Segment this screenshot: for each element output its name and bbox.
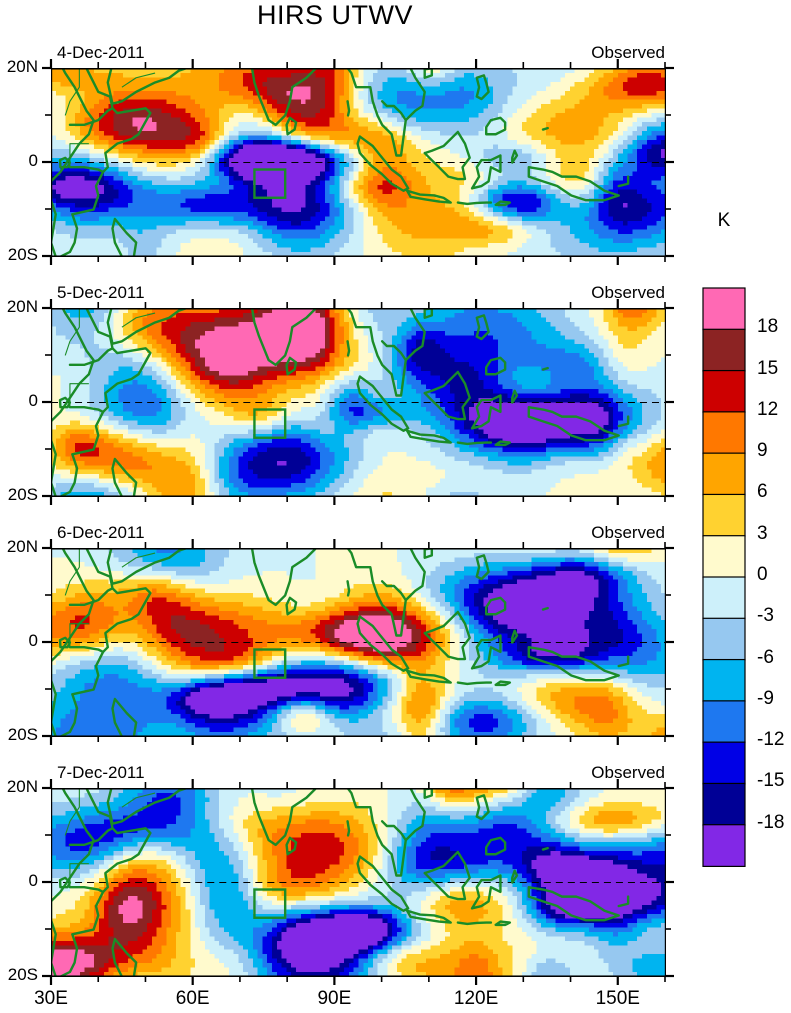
colorbar-band	[702, 411, 746, 455]
region-box	[253, 408, 287, 439]
colorbar-tick-label: 15	[757, 358, 778, 380]
region-box	[253, 648, 287, 679]
panel-date: 6-Dec-2011	[57, 523, 145, 543]
colorbar-tick-label: -15	[757, 770, 784, 792]
colorbar-tick-label: 18	[757, 316, 778, 338]
panel-observed-tag: Observed	[505, 763, 665, 783]
y-axis-label: 20S	[0, 485, 38, 505]
colorbar-band	[702, 576, 746, 620]
y-axis-label: 0	[0, 391, 38, 411]
panel-observed-tag: Observed	[505, 523, 665, 543]
y-axis-label: 20N	[0, 777, 38, 797]
page-title: HIRS UTWV	[0, 0, 670, 31]
y-axis-label: 20N	[0, 57, 38, 77]
colorbar-tick-label: -6	[757, 647, 774, 669]
colorbar-tick-label: -9	[757, 688, 774, 710]
colorbar-band	[702, 617, 746, 661]
colorbar-band	[702, 658, 746, 702]
contour-field	[51, 788, 666, 977]
colorbar-band	[702, 369, 746, 413]
colorbar-band	[702, 493, 746, 537]
map-panel	[42, 59, 674, 265]
contour-field	[51, 68, 666, 257]
x-axis-label: 150E	[573, 988, 663, 1010]
y-axis-label: 20S	[0, 965, 38, 985]
colorbar-band	[702, 824, 746, 868]
colorbar-band	[702, 741, 746, 785]
y-axis-label: 0	[0, 631, 38, 651]
map-panel	[42, 779, 674, 985]
colorbar-band	[702, 700, 746, 744]
contour-field	[51, 308, 666, 497]
panel-date: 4-Dec-2011	[57, 43, 145, 63]
y-axis-label: 20S	[0, 245, 38, 265]
colorbar-tick-label: 3	[757, 523, 768, 545]
colorbar-band	[702, 452, 746, 496]
colorbar-tick-label: -3	[757, 605, 774, 627]
colorbar	[702, 287, 746, 868]
colorbar-band	[702, 535, 746, 579]
x-axis-label: 60E	[148, 988, 238, 1010]
colorbar-tick-label: -18	[757, 812, 784, 834]
map-panel	[42, 539, 674, 745]
x-axis-label: 30E	[6, 988, 96, 1010]
colorbar-tick-label: 9	[757, 440, 768, 462]
y-axis-label: 20N	[0, 537, 38, 557]
panel-observed-tag: Observed	[505, 283, 665, 303]
colorbar-band	[702, 782, 746, 826]
colorbar-band	[702, 287, 746, 331]
panel-date: 7-Dec-2011	[57, 763, 145, 783]
colorbar-band	[702, 328, 746, 372]
region-box	[253, 168, 287, 199]
panel-date: 5-Dec-2011	[57, 283, 145, 303]
map-panel	[42, 299, 674, 505]
y-axis-label: 0	[0, 151, 38, 171]
y-axis-label: 0	[0, 871, 38, 891]
panel-observed-tag: Observed	[505, 43, 665, 63]
region-box	[253, 888, 287, 919]
contour-field	[51, 548, 666, 737]
x-axis-label: 120E	[431, 988, 521, 1010]
x-axis-label: 90E	[289, 988, 379, 1010]
colorbar-tick-label: 12	[757, 399, 778, 421]
colorbar-tick-label: 6	[757, 481, 768, 503]
colorbar-tick-label: 0	[757, 564, 768, 586]
y-axis-label: 20S	[0, 725, 38, 745]
colorbar-tick-label: -12	[757, 729, 784, 751]
colorbar-unit-label: K	[678, 210, 770, 232]
y-axis-label: 20N	[0, 297, 38, 317]
